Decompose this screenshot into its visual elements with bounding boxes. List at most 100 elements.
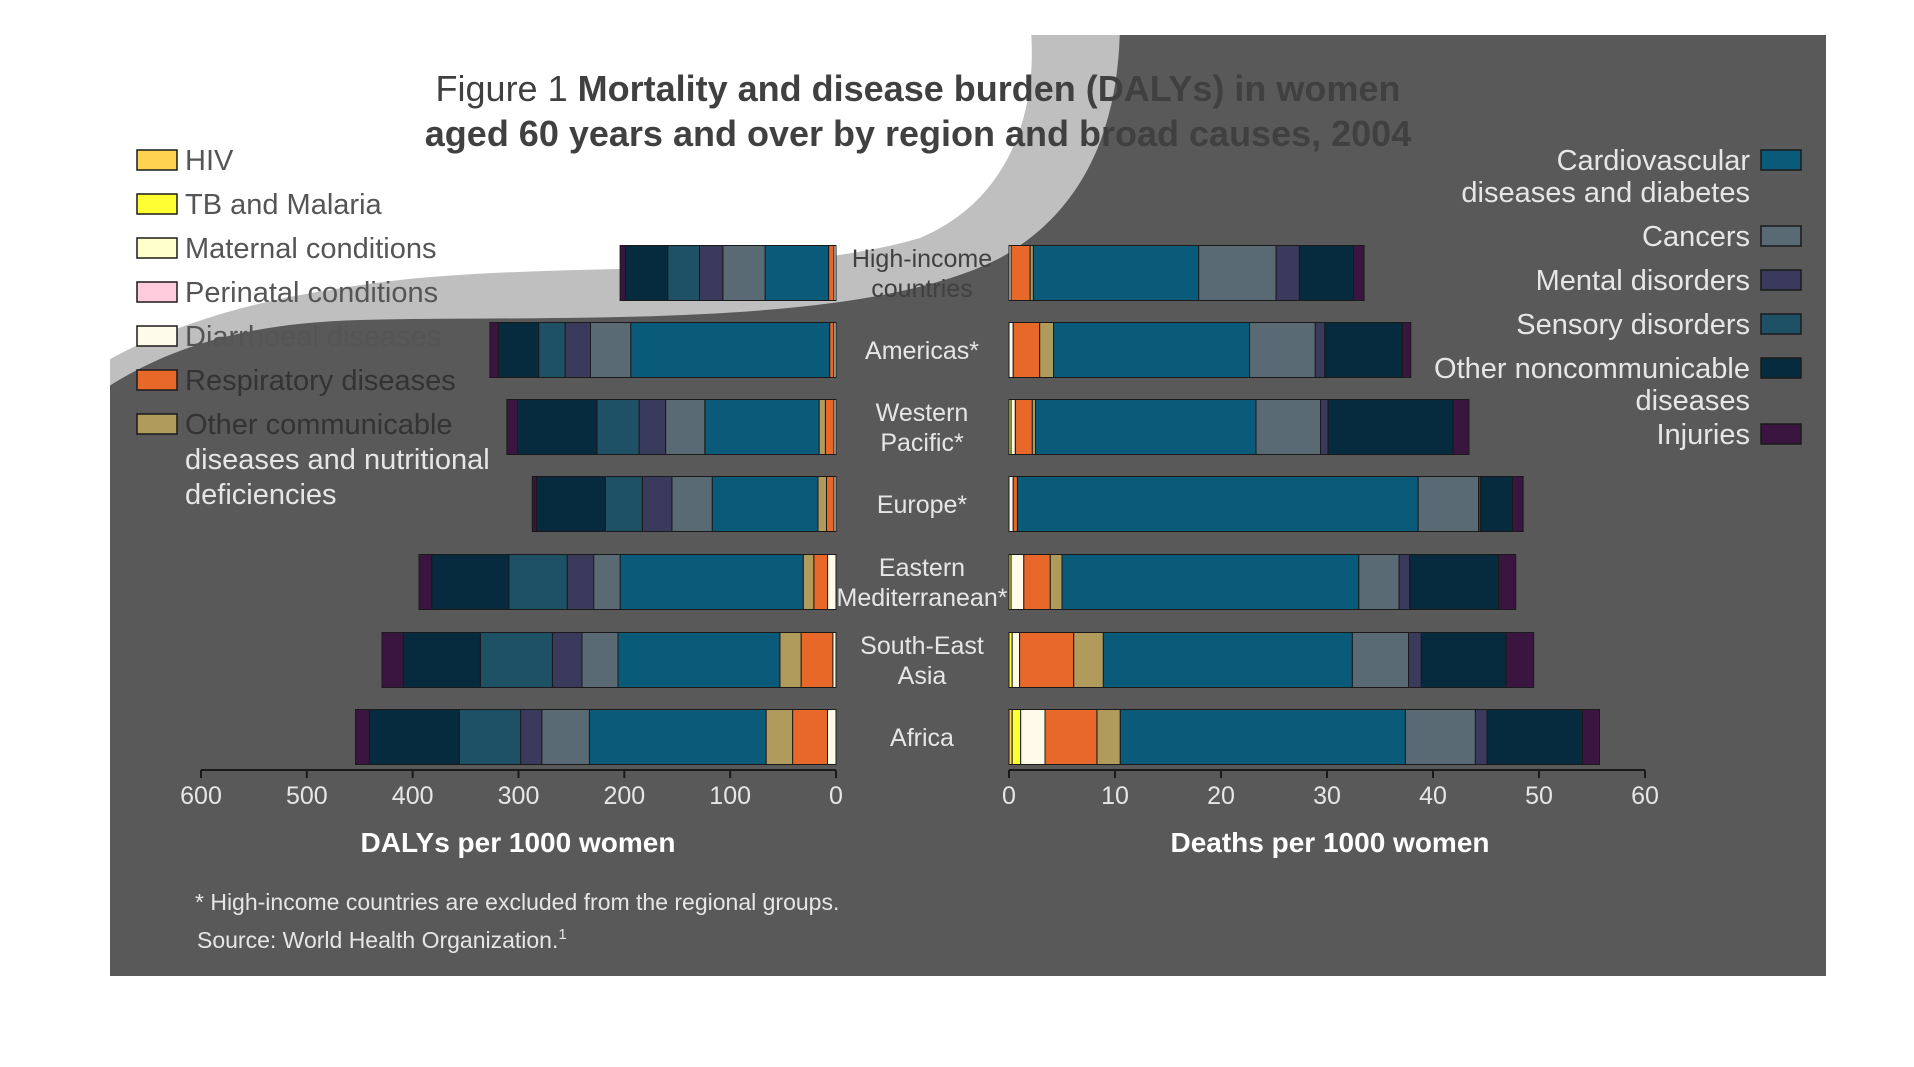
legend-label-hiv: HIV (185, 145, 234, 177)
deaths-bar-eastern-mediterranean-injuries (1498, 554, 1517, 610)
dalys-bar-africa-sensory-disorders (458, 709, 522, 765)
legend-swatch-diarrhoeal-diseases (136, 325, 178, 347)
deaths-bar-africa-injuries (1582, 709, 1600, 765)
dalys-bar-europe-other-communicable-diseases-and-nutritional-deficiencies (817, 476, 827, 532)
dalys-bar-africa-diarrhoeal-diseases (827, 709, 837, 765)
category-label-europe: Europe* (877, 491, 968, 519)
legend-swatch-mental-disorders (1760, 269, 1802, 291)
deaths-bar-africa-diarrhoeal-diseases (1020, 709, 1046, 765)
dalys-bar-high-income-countries-other-noncommunicable-diseases (624, 245, 669, 301)
dalys-bar-africa-injuries (355, 709, 370, 765)
dalys-bar-africa-cancers (541, 709, 590, 765)
deaths-bar-europe-cancers (1417, 476, 1480, 532)
legend-swatch-cancers (1760, 225, 1802, 247)
dalys-bar-eastern-mediterranean-other-communicable-diseases-and-nutritional-deficiencies (802, 554, 815, 610)
dalys-bar-eastern-mediterranean-cardiovascular-diseases-and-diabetes (619, 554, 804, 610)
deaths-bar-europe-respiratory-diseases (1012, 476, 1018, 532)
deaths-bar-africa-cardiovascular-diseases-and-diabetes (1119, 709, 1406, 765)
dalys-axis-title: DALYs per 1000 women (361, 827, 676, 858)
dalys-bar-eastern-mediterranean-diarrhoeal-diseases (827, 554, 837, 610)
dalys-tick-label-300: 300 (498, 782, 540, 810)
deaths-bar-south-east-asia-diarrhoeal-diseases (1011, 632, 1021, 688)
dalys-bar-europe-cardiovascular-diseases-and-diabetes (711, 476, 819, 532)
dalys-bar-south-east-asia-mental-disorders (551, 632, 583, 688)
deaths-bar-eastern-mediterranean-cancers (1358, 554, 1400, 610)
dalys-bar-western-pacific-cardiovascular-diseases-and-diabetes (704, 399, 820, 455)
dalys-bar-south-east-asia-injuries (381, 632, 404, 688)
background-swoosh (110, 35, 1120, 386)
category-label-south-east-asia: South-East Asia (860, 632, 984, 690)
dalys-bar-americas-cancers (590, 322, 632, 378)
dalys-tick-label-100: 100 (709, 782, 751, 810)
deaths-bar-africa-cancers (1404, 709, 1476, 765)
deaths-bar-high-income-countries-other-noncommunicable-diseases (1298, 245, 1355, 301)
legend-label-respiratory-diseases: Respiratory diseases (185, 365, 456, 397)
category-label-americas: Americas* (865, 337, 979, 365)
dalys-bar-south-east-asia-respiratory-diseases (800, 632, 834, 688)
dalys-bar-americas-injuries (489, 322, 499, 378)
deaths-bar-americas-other-noncommunicable-diseases (1324, 322, 1403, 378)
legend-left: HIV TB and Malaria Maternal conditions Peri… (136, 145, 490, 511)
chart-title: Figure 1 Mortality and disease burden (D… (436, 68, 1401, 109)
deaths-bar-high-income-countries-injuries (1353, 245, 1365, 301)
deaths-bar-western-pacific-cardiovascular-diseases-and-diabetes (1035, 399, 1257, 455)
deaths-tick-label-40: 40 (1419, 782, 1447, 810)
deaths-bar-high-income-countries-cardiovascular-diseases-and-diabetes (1032, 245, 1200, 301)
dalys-bars (355, 245, 837, 765)
legend-right: Cardiovascular diseases and diabetes Cance… (1434, 145, 1802, 451)
deaths-bar-africa-other-noncommunicable-diseases (1486, 709, 1583, 765)
deaths-tick-label-10: 10 (1101, 782, 1129, 810)
deaths-bar-africa-mental-disorders (1474, 709, 1488, 765)
dalys-bar-americas-other-noncommunicable-diseases (497, 322, 540, 378)
dalys-bar-americas-cardiovascular-diseases-and-diabetes (630, 322, 831, 378)
dalys-bar-africa-other-communicable-diseases-and-nutritional-deficiencies (765, 709, 794, 765)
deaths-bar-western-pacific-injuries (1452, 399, 1470, 455)
source-text: Source: World Health Organization. (197, 927, 558, 953)
dalys-bar-south-east-asia-cardiovascular-diseases-and-diabetes (617, 632, 781, 688)
dalys-bar-eastern-mediterranean-other-noncommunicable-diseases (431, 554, 510, 610)
legend-swatch-maternal-conditions (136, 237, 178, 259)
legend-label-mental-disorders: Mental disorders (1536, 265, 1750, 297)
deaths-bar-africa-tb-and-malaria (1011, 709, 1022, 765)
dalys-bar-western-pacific-cancers (665, 399, 706, 455)
legend-swatch-other-noncommunicable (1760, 357, 1802, 379)
dalys-bar-western-pacific-respiratory-diseases (824, 399, 835, 455)
dalys-bar-europe-cancers (671, 476, 713, 532)
chart-subtitle: aged 60 years and over by region and bro… (425, 113, 1411, 154)
dalys-bar-high-income-countries-sensory-disorders (667, 245, 701, 301)
deaths-bar-eastern-mediterranean-respiratory-diseases (1023, 554, 1051, 610)
dalys-bar-americas-mental-disorders (564, 322, 591, 378)
deaths-bar-europe-cardiovascular-diseases-and-diabetes (1017, 476, 1419, 532)
dalys-bar-high-income-countries-cancers (722, 245, 766, 301)
deaths-bar-americas-cardiovascular-diseases-and-diabetes (1053, 322, 1251, 378)
dalys-bar-africa-other-noncommunicable-diseases (368, 709, 460, 765)
deaths-bar-americas-mental-disorders (1314, 322, 1326, 378)
deaths-bar-africa-other-communicable-diseases-and-nutritional-deficiencies (1096, 709, 1121, 765)
dalys-tick-label-400: 400 (392, 782, 434, 810)
dalys-bar-high-income-countries-respiratory-diseases (828, 245, 835, 301)
dalys-bar-europe-mental-disorders (641, 476, 673, 532)
dalys-bar-high-income-countries-mental-disorders (699, 245, 724, 301)
deaths-bar-south-east-asia-cancers (1351, 632, 1410, 688)
legend-label-perinatal-conditions: Perinatal conditions (185, 277, 438, 309)
legend-swatch-hiv (136, 149, 178, 171)
dalys-bar-africa-cardiovascular-diseases-and-diabetes (588, 709, 767, 765)
legend-label-other-communicable: Other communicable diseases and nutrition… (185, 409, 490, 511)
dalys-tick-label-200: 200 (603, 782, 645, 810)
dalys-tick-label-500: 500 (286, 782, 328, 810)
legend-swatch-injuries (1760, 423, 1802, 445)
legend-swatch-perinatal-conditions (136, 281, 178, 303)
deaths-bar-western-pacific-diarrhoeal-diseases (1010, 399, 1016, 455)
legend-label-tb-and-malaria: TB and Malaria (185, 189, 383, 221)
dalys-tick-label-0: 0 (829, 782, 843, 810)
deaths-bars (1008, 245, 1600, 765)
deaths-bar-south-east-asia-mental-disorders (1408, 632, 1422, 688)
deaths-bar-americas-injuries (1401, 322, 1412, 378)
category-label-eastern-mediterranean: Eastern Mediterranean* (837, 554, 1008, 612)
dalys-bar-americas-respiratory-diseases (829, 322, 835, 378)
category-label-western-pacific: Western Pacific* (876, 399, 969, 457)
dalys-bar-western-pacific-other-noncommunicable-diseases (516, 399, 598, 455)
dalys-bar-south-east-asia-sensory-disorders (479, 632, 553, 688)
dalys-bar-africa-respiratory-diseases (792, 709, 828, 765)
deaths-tick-label-20: 20 (1207, 782, 1235, 810)
